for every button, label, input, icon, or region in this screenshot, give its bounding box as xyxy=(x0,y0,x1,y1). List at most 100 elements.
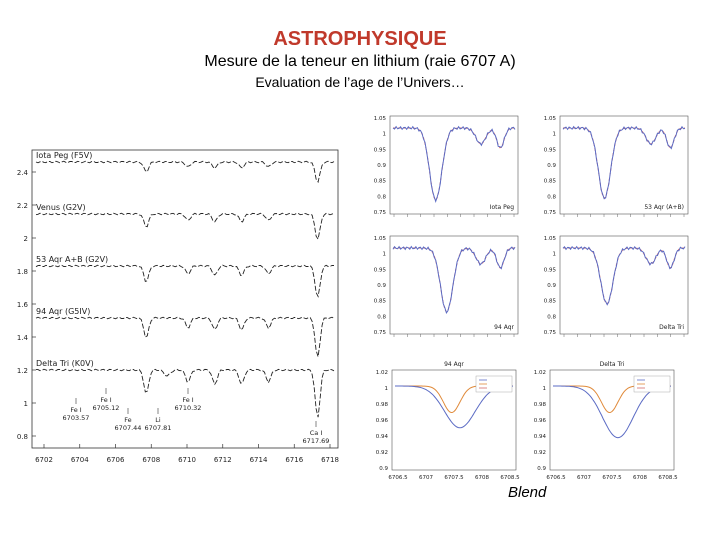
panel-y-tick-label: 1 xyxy=(553,132,557,138)
blend-y-tick-label: 0.94 xyxy=(534,434,547,440)
panel-frame xyxy=(389,115,519,215)
blend-x-tick-label: 6708.5 xyxy=(500,475,520,481)
left-x-tick-label: 6708 xyxy=(142,456,160,464)
left-y-tick-label: 2 xyxy=(24,235,28,243)
panel-y-tick-label: 0.9 xyxy=(547,283,556,289)
blend-total-line xyxy=(395,385,513,429)
panel-y-tick-label: 1.05 xyxy=(374,236,387,242)
panel-y-tick-label: 0.9 xyxy=(547,163,556,169)
panel-y-tick-label: 1 xyxy=(553,252,557,258)
panel-y-tick-label: 0.75 xyxy=(544,330,557,336)
blend-y-tick-label: 0.96 xyxy=(534,418,547,424)
blend-x-tick-label: 6708.5 xyxy=(658,475,678,481)
left-y-tick-label: 1.6 xyxy=(17,301,29,309)
left-spectrum-label: 94 Aqr (G5IV) xyxy=(36,307,90,316)
panel-observed-line xyxy=(392,245,516,315)
left-spectrum-label: Venus (G2V) xyxy=(36,203,86,212)
left-y-tick-label: 1.4 xyxy=(17,334,29,342)
blend-y-tick-label: 1.02 xyxy=(534,370,546,376)
panel-y-tick-label: 0.8 xyxy=(547,314,556,320)
panel-y-tick-label: 0.85 xyxy=(374,179,387,185)
annotation-value: 6703.57 xyxy=(63,414,90,422)
blend-y-tick-label: 1 xyxy=(543,386,547,392)
blend-y-tick-label: 0.92 xyxy=(534,450,546,456)
blend-x-tick-label: 6707.5 xyxy=(444,475,464,481)
annotation-label: Fe I xyxy=(70,406,81,414)
annotation-value: 6707.81 xyxy=(145,424,172,432)
blend-x-tick-label: 6706.5 xyxy=(388,475,408,481)
panel-y-tick-label: 0.75 xyxy=(374,210,387,216)
annotation-value: 6707.44 xyxy=(115,424,142,432)
blend-label: Blend xyxy=(508,484,547,501)
left-spectrum-label: Delta Tri (K0V) xyxy=(36,359,94,368)
left-spectrum-label: Iota Peg (F5V) xyxy=(36,151,92,160)
left-plot-frame xyxy=(31,149,339,449)
blend-x-tick-label: 6707 xyxy=(419,475,433,481)
blend-x-tick-label: 6707 xyxy=(577,475,591,481)
blend-x-tick-label: 6707.5 xyxy=(602,475,622,481)
blend-panel-frame xyxy=(391,369,517,471)
blend-panel-title: 94 Aqr xyxy=(444,361,464,368)
panel-model-line xyxy=(563,247,685,305)
blend-y-tick-label: 0.98 xyxy=(376,402,389,408)
page-subsubtitle: Evaluation de l’age de l’Univers… xyxy=(255,74,465,90)
blend-y-tick-label: 0.9 xyxy=(379,466,388,472)
left-x-tick-label: 6716 xyxy=(285,456,303,464)
panel-frame xyxy=(559,235,689,335)
panel-observed-line xyxy=(392,125,516,203)
panel-y-tick-label: 0.85 xyxy=(544,299,557,305)
panel-y-tick-label: 0.9 xyxy=(377,163,386,169)
annotation-label: Fe xyxy=(124,416,131,424)
panel-legend: Delta Tri xyxy=(659,324,684,331)
panel-y-tick-label: 0.95 xyxy=(374,147,387,153)
blend-panel-title: Delta Tri xyxy=(600,361,625,368)
annotation-label: Fe I xyxy=(100,396,111,404)
left-y-tick-label: 2.4 xyxy=(17,169,29,177)
left-x-tick-label: 6714 xyxy=(250,456,268,464)
blend-y-tick-label: 0.98 xyxy=(534,402,547,408)
panel-y-tick-label: 0.75 xyxy=(374,330,387,336)
blend-y-tick-label: 1.02 xyxy=(376,370,388,376)
left-spectrum-line xyxy=(35,160,335,184)
panel-y-tick-label: 1.05 xyxy=(544,116,557,122)
annotation-label: Fe I xyxy=(182,396,193,404)
panel-y-tick-label: 1 xyxy=(383,252,387,258)
panel-y-tick-label: 1 xyxy=(383,132,387,138)
left-spectrum-line xyxy=(35,212,335,241)
panel-legend: Iota Peg xyxy=(490,204,514,211)
panel-y-tick-label: 0.8 xyxy=(547,194,556,200)
panel-y-tick-label: 0.75 xyxy=(544,210,557,216)
blend-y-tick-label: 0.92 xyxy=(376,450,388,456)
panel-legend: 53 Aqr (A+B) xyxy=(644,204,684,211)
panel-y-tick-label: 0.8 xyxy=(377,194,386,200)
left-y-tick-label: 1 xyxy=(24,400,28,408)
annotation-value: 6710.32 xyxy=(175,404,202,412)
blend-y-tick-label: 1 xyxy=(385,386,389,392)
left-spectrum-line xyxy=(35,316,335,357)
panel-y-tick-label: 0.9 xyxy=(377,283,386,289)
panel-y-tick-label: 0.95 xyxy=(544,267,557,273)
panel-y-tick-label: 0.95 xyxy=(544,147,557,153)
left-y-tick-label: 1.8 xyxy=(17,268,28,276)
left-spectrum-line xyxy=(35,264,335,298)
blend-x-tick-label: 6708 xyxy=(633,475,647,481)
panel-frame xyxy=(559,115,689,215)
annotation-label: Li xyxy=(155,416,161,424)
blend-panel-frame xyxy=(549,369,675,471)
blend-y-tick-label: 0.9 xyxy=(537,466,546,472)
panel-y-tick-label: 1.05 xyxy=(374,116,387,122)
left-y-tick-label: 1.2 xyxy=(17,367,28,375)
left-spectrum-line xyxy=(35,368,335,418)
panel-y-tick-label: 0.85 xyxy=(544,179,557,185)
left-x-tick-label: 6718 xyxy=(321,456,339,464)
blend-x-tick-label: 6708 xyxy=(475,475,489,481)
blend-x-tick-label: 6706.5 xyxy=(546,475,566,481)
page-subtitle: Mesure de la teneur en lithium (raie 670… xyxy=(204,53,516,70)
panel-y-tick-label: 0.8 xyxy=(377,314,386,320)
left-spectrum-label: 53 Aqr A+B (G2V) xyxy=(36,255,108,264)
left-y-tick-label: 0.8 xyxy=(17,433,28,441)
panel-y-tick-label: 0.95 xyxy=(374,267,387,273)
left-y-tick-label: 2.2 xyxy=(17,202,28,210)
annotation-label: Ca I xyxy=(310,429,323,437)
